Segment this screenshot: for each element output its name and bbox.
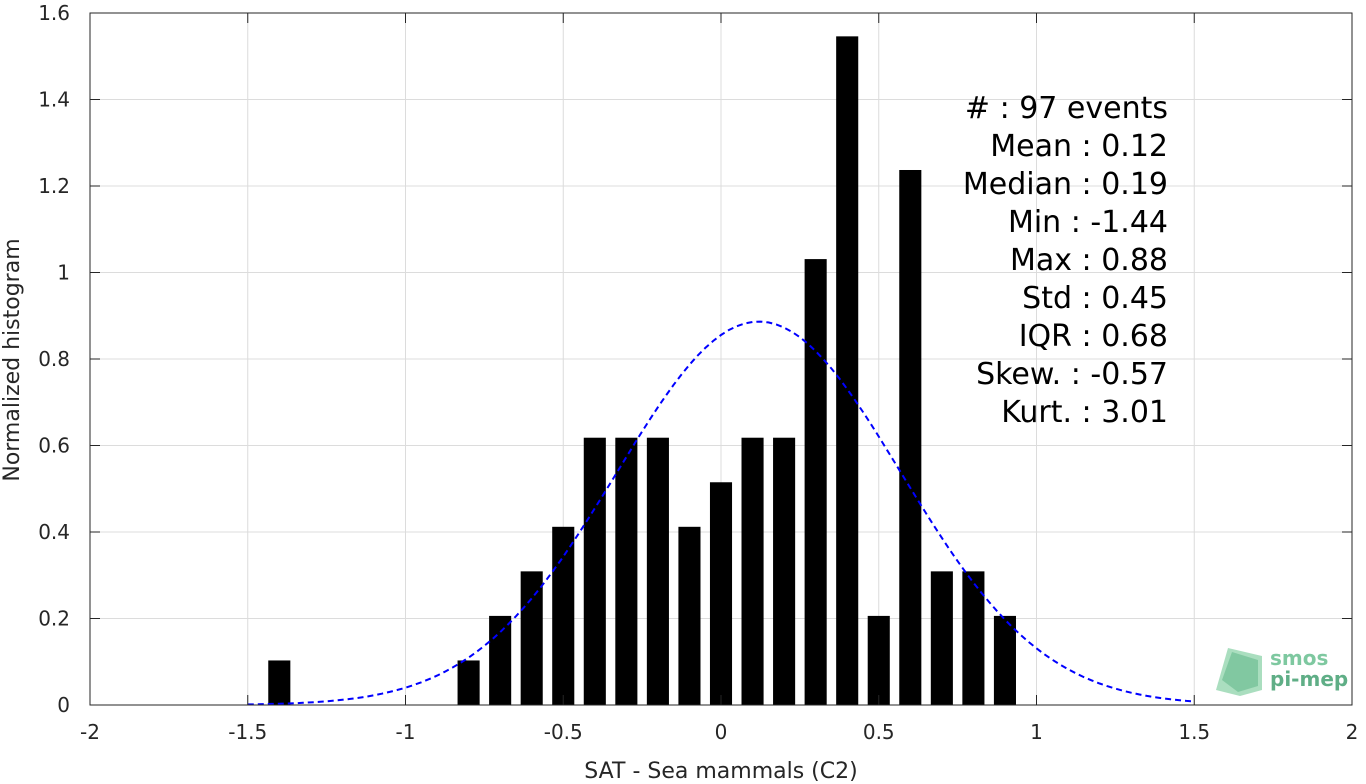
y-tick-label: 1 (57, 261, 70, 285)
stats-line: Kurt. : 3.01 (1001, 395, 1168, 430)
histogram-bar (993, 615, 1016, 705)
histogram-bar (489, 615, 512, 705)
histogram-bar (962, 571, 985, 705)
x-tick-labels: -2 -1.5 -1 -0.5 0 0.5 1 1.5 2 (80, 720, 1358, 744)
stats-line: Median : 0.19 (963, 167, 1168, 202)
histogram-bar (646, 437, 669, 705)
x-tick-label: 1 (1030, 720, 1043, 744)
x-tick-label: 0.5 (863, 720, 895, 744)
stats-line: # : 97 events (965, 91, 1168, 126)
logo-text-pi-mep: pi-mep (1270, 667, 1348, 691)
x-tick-label: -1 (396, 720, 416, 744)
x-tick-label: 2 (1346, 720, 1359, 744)
y-tick-label: 1.4 (38, 88, 70, 112)
bars (268, 36, 1016, 706)
x-tick-label: -2 (80, 720, 100, 744)
histogram-bar (615, 437, 638, 705)
logo-text-smos: smos (1270, 646, 1328, 670)
y-tick-labels: 0 0.2 0.4 0.6 0.8 1 1.2 1.4 1.6 (38, 1, 70, 717)
stats-line: Skew. : -0.57 (976, 357, 1168, 392)
stats-line: Max : 0.88 (1010, 243, 1168, 278)
histogram-bar (268, 660, 291, 705)
normal-fit-curve (247, 320, 1195, 706)
histogram-bar (552, 526, 575, 705)
y-tick-label: 0.2 (38, 607, 70, 631)
logo-mark-layer-icon (1222, 652, 1258, 692)
x-tick-label: -0.5 (544, 720, 583, 744)
histogram-bar (457, 660, 480, 705)
stats-line: IQR : 0.68 (1019, 319, 1168, 354)
histogram-bar (836, 36, 859, 706)
histogram-bar (773, 437, 796, 705)
stats-line: Mean : 0.12 (990, 129, 1168, 164)
ticks (89, 12, 1353, 706)
histogram-bar (804, 259, 827, 705)
x-axis-label: SAT - Sea mammals (C2) (584, 759, 857, 784)
histogram-bar (520, 571, 543, 705)
histogram-bar (583, 437, 606, 705)
y-tick-label: 0.6 (38, 434, 70, 458)
histogram-bar (930, 571, 953, 705)
y-tick-label: 1.2 (38, 174, 70, 198)
smos-pi-mep-logo: smos pi-mep (1216, 646, 1348, 696)
stats-line: Min : -1.44 (1008, 205, 1168, 240)
x-tick-label: -1.5 (228, 720, 267, 744)
histogram-bar (867, 615, 890, 705)
y-tick-label: 0.8 (38, 347, 70, 371)
y-axis-label: Normalized histogram (0, 238, 25, 481)
x-tick-label: 0 (715, 720, 728, 744)
histogram-bar (678, 526, 701, 705)
histogram-bar (899, 169, 922, 705)
histogram-bar (709, 482, 733, 705)
y-tick-label: 0.4 (38, 520, 70, 544)
histogram-bar (741, 437, 764, 705)
y-tick-label: 0 (57, 693, 70, 717)
stats-line: Std : 0.45 (1022, 281, 1168, 316)
x-tick-label: 1.5 (1178, 720, 1210, 744)
y-tick-label: 1.6 (38, 1, 70, 25)
